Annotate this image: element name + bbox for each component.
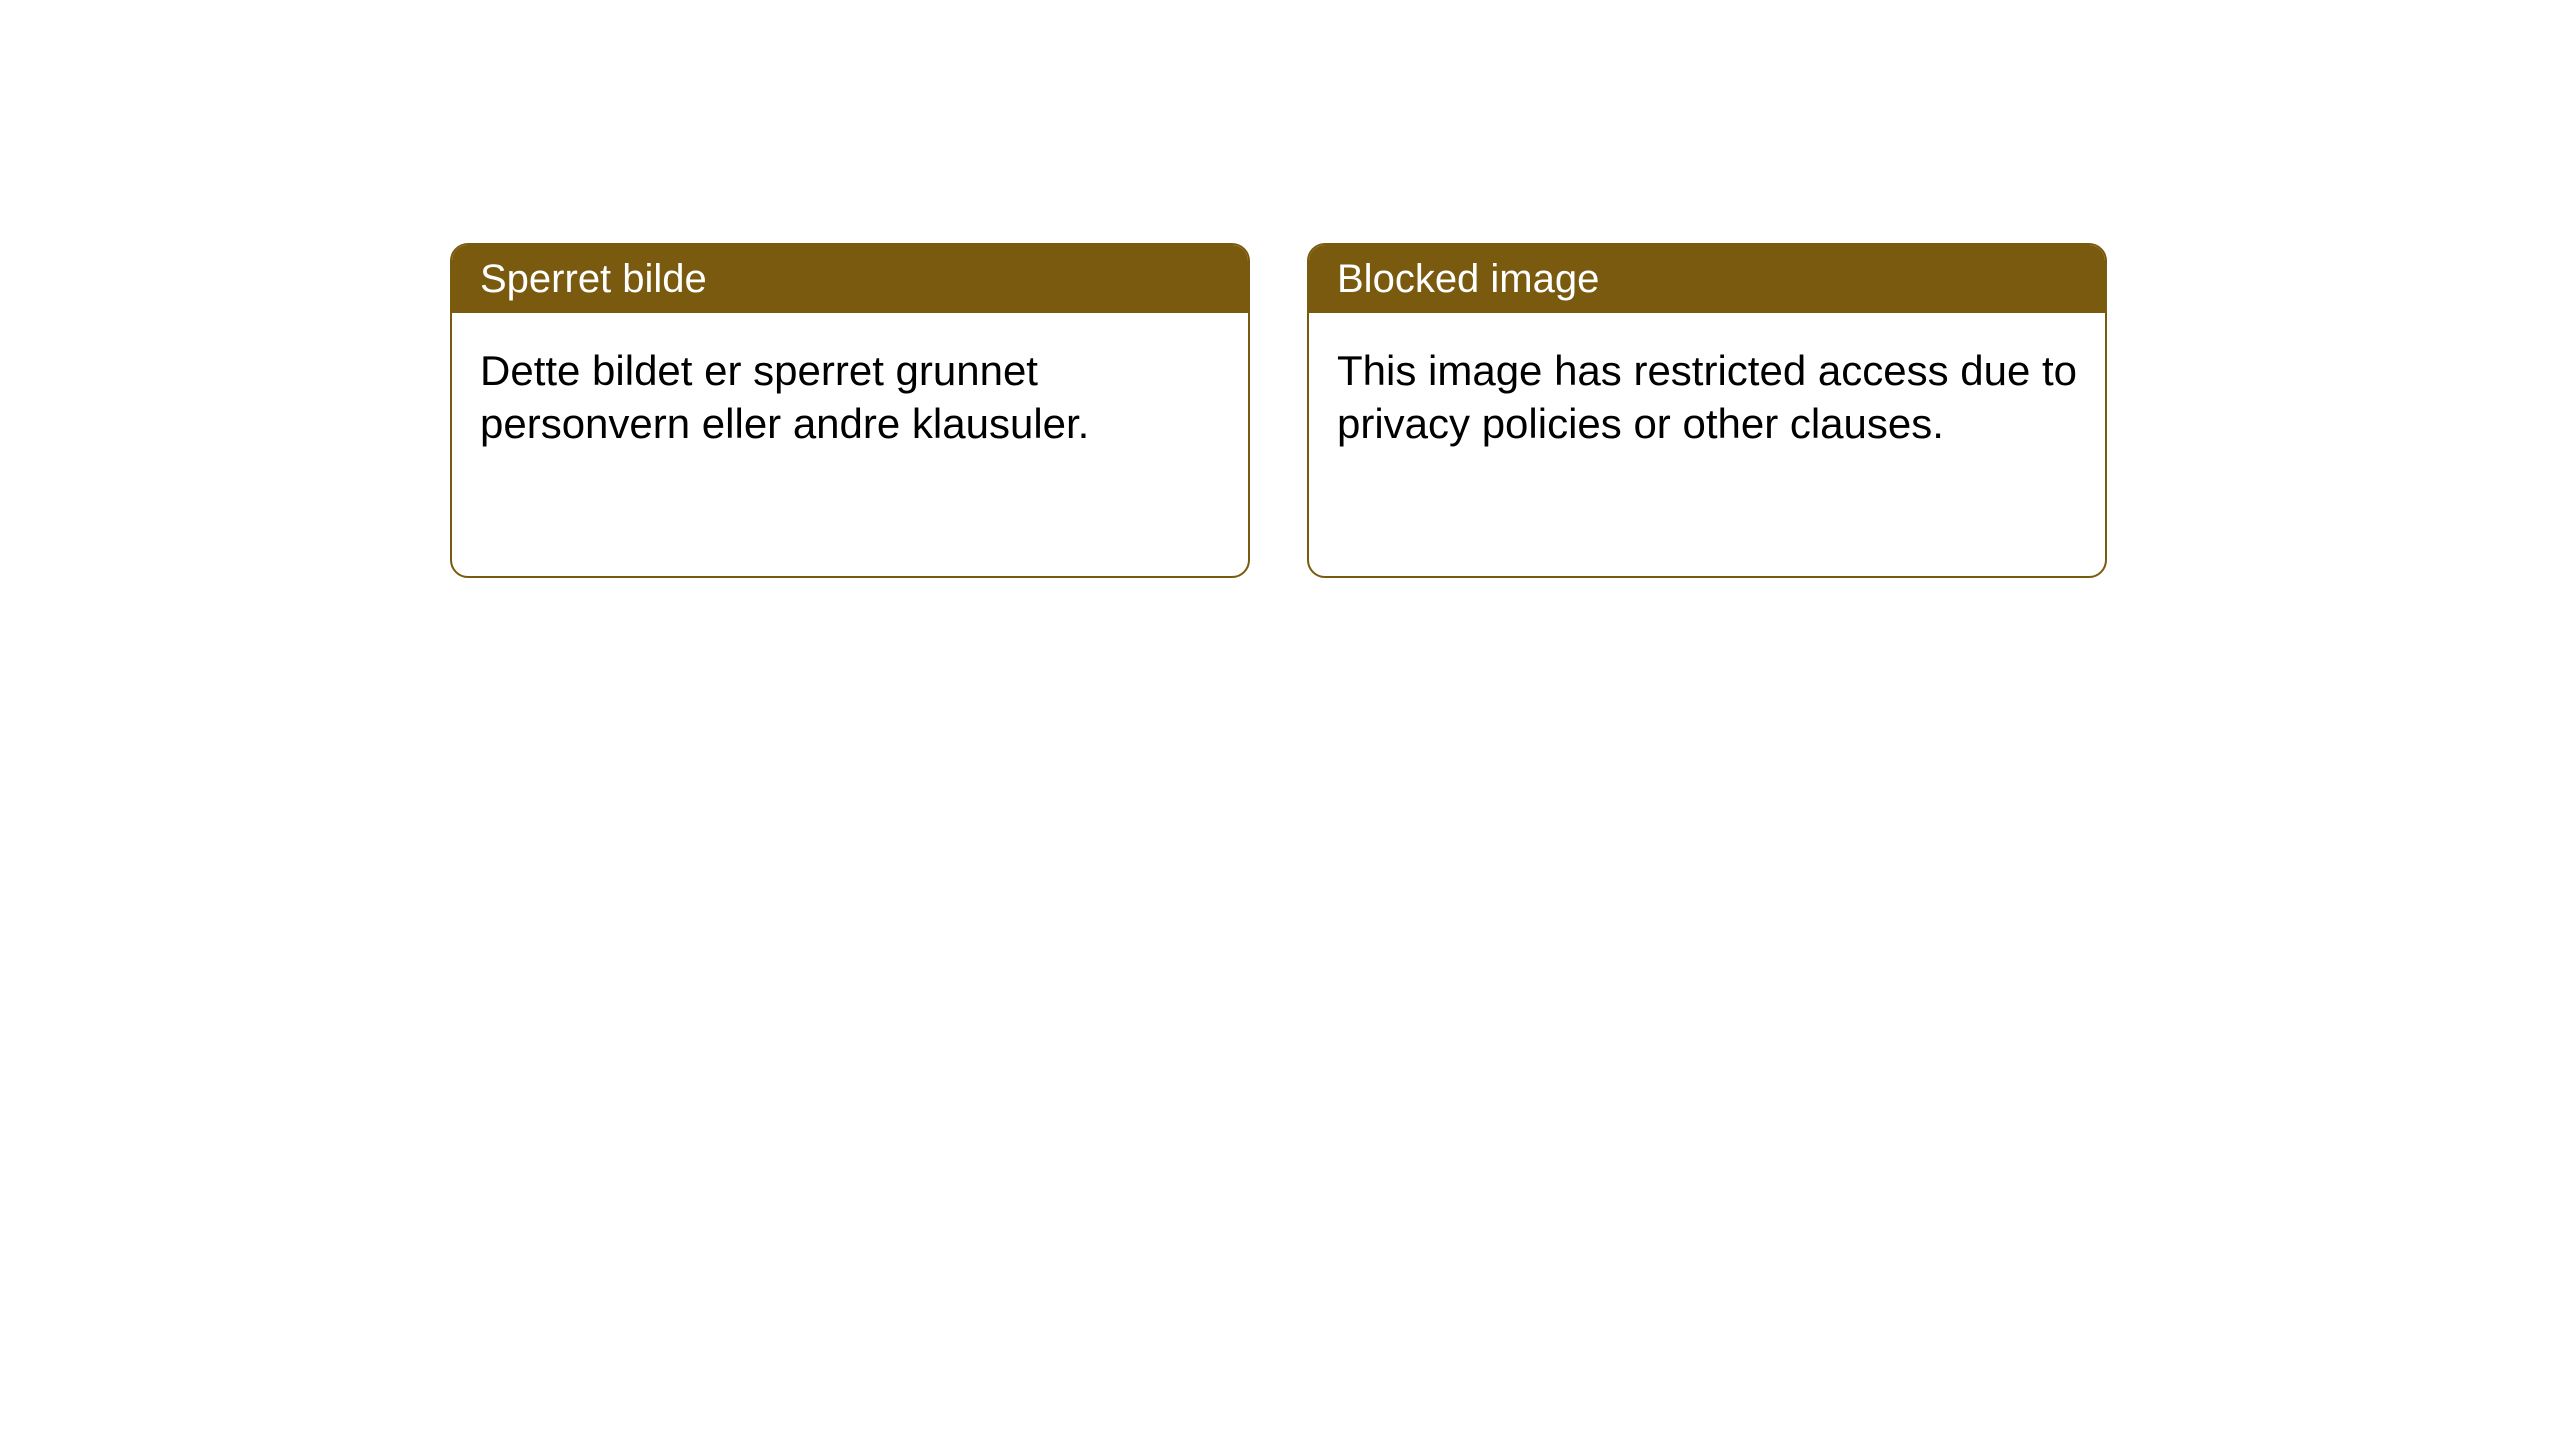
notice-body-english: This image has restricted access due to … — [1309, 313, 2105, 576]
notice-card-norwegian: Sperret bilde Dette bildet er sperret gr… — [450, 243, 1250, 578]
notice-title-norwegian: Sperret bilde — [452, 245, 1248, 313]
notice-title-english: Blocked image — [1309, 245, 2105, 313]
notice-card-english: Blocked image This image has restricted … — [1307, 243, 2107, 578]
notice-body-norwegian: Dette bildet er sperret grunnet personve… — [452, 313, 1248, 576]
notice-container: Sperret bilde Dette bildet er sperret gr… — [450, 243, 2107, 578]
